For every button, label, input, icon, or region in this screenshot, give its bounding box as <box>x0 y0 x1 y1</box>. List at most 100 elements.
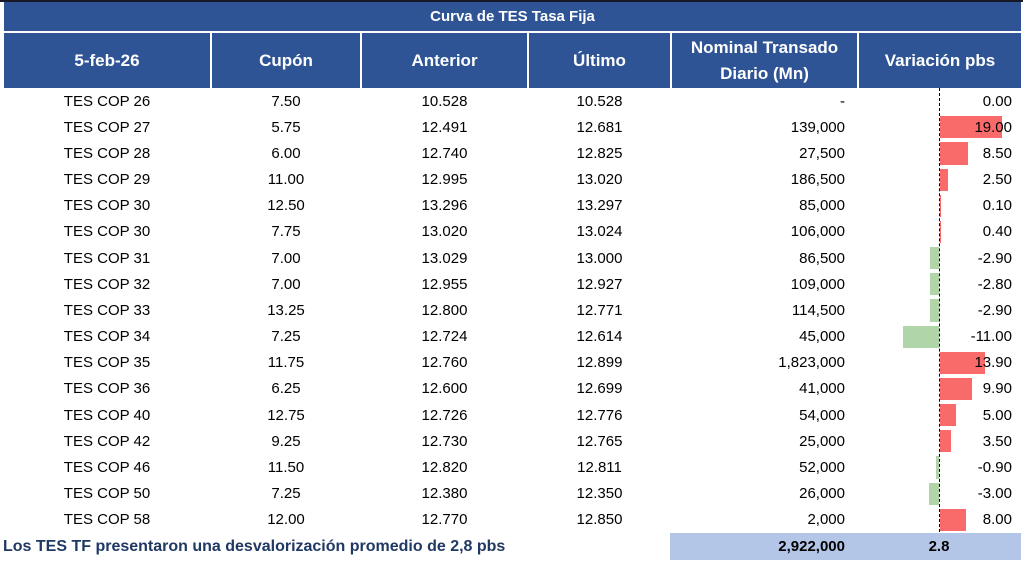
ultimo-cell: 13.024 <box>576 223 623 241</box>
anterior-cell: 13.296 <box>421 197 468 215</box>
nominal-cell: 109,000 <box>790 275 845 293</box>
anterior-cell: 10.528 <box>421 92 468 110</box>
anterior-cell: 12.726 <box>421 406 468 424</box>
bond-name-cell: TES COP 58 <box>63 511 151 529</box>
variation-bar <box>940 377 972 401</box>
bond-name-cell: TES COP 46 <box>63 458 151 476</box>
anterior-cell: 12.380 <box>421 485 468 503</box>
bond-name-cell: TES COP 36 <box>63 380 151 398</box>
bond-name-cell: TES COP 40 <box>63 406 151 424</box>
anterior-cell: 12.995 <box>421 171 468 189</box>
variacion-cell: 2.50 <box>982 171 1012 189</box>
variation-bar <box>940 168 948 191</box>
ultimo-cell: 12.850 <box>576 511 623 529</box>
variation-bar <box>929 482 939 505</box>
summary-note: Los TES TF presentaron una desvalorizaci… <box>3 537 506 555</box>
ultimo-cell: 13.297 <box>576 197 623 215</box>
variacion-cell: 0.00 <box>982 92 1012 110</box>
header-cell-cupon: Cupón <box>212 33 360 88</box>
cupon-cell: 12.50 <box>267 197 305 215</box>
variacion-cell: 9.90 <box>982 380 1012 398</box>
bond-name-cell: TES COP 34 <box>63 328 151 346</box>
variation-bar <box>903 325 939 348</box>
nominal-cell: 26,000 <box>799 485 845 503</box>
variacion-cell: 0.40 <box>982 223 1012 241</box>
variation-bar <box>930 299 939 322</box>
cupon-cell: 5.75 <box>271 118 301 136</box>
table-row: TES COP 58 12.00 12.770 12.850 2,000 8.0… <box>4 507 1021 533</box>
variation-bar <box>940 220 941 244</box>
table-row: TES COP 34 7.25 12.724 12.614 45,000 -11… <box>4 324 1021 350</box>
ultimo-cell: 12.765 <box>576 432 623 450</box>
table-row: TES COP 26 7.50 10.528 10.528 - 0.00 <box>4 88 1021 114</box>
anterior-cell: 12.955 <box>421 275 468 293</box>
anterior-cell: 13.020 <box>421 223 468 241</box>
variacion-cell: -0.90 <box>977 458 1012 476</box>
variacion-cell: 19.00 <box>974 118 1012 136</box>
header-cell-anterior: Anterior <box>362 33 527 88</box>
ultimo-cell: 12.776 <box>576 406 623 424</box>
nominal-cell: 86,500 <box>799 249 845 267</box>
variation-bar <box>940 404 956 427</box>
bond-name-cell: TES COP 31 <box>63 249 151 267</box>
variation-bar <box>940 351 985 374</box>
table-footer-row: Los TES TF presentaron una desvalorizaci… <box>0 533 1023 560</box>
ultimo-cell: 12.811 <box>577 458 622 476</box>
table-row: TES COP 33 13.25 12.800 12.771 114,500 -… <box>4 297 1021 323</box>
cupon-cell: 12.75 <box>267 406 305 424</box>
table-row: TES COP 50 7.25 12.380 12.350 26,000 -3.… <box>4 481 1021 507</box>
table-body: TES COP 26 7.50 10.528 10.528 - 0.00 TES… <box>4 88 1021 533</box>
bond-name-cell: TES COP 28 <box>63 144 151 162</box>
nominal-cell: 25,000 <box>799 432 845 450</box>
table-row: TES COP 30 7.75 13.020 13.024 106,000 0.… <box>4 219 1021 245</box>
anterior-cell: 12.760 <box>421 354 468 372</box>
table-row: TES COP 35 11.75 12.760 12.899 1,823,000… <box>4 350 1021 376</box>
nominal-cell: 54,000 <box>799 406 845 424</box>
variacion-cell: -2.80 <box>977 275 1012 293</box>
table-row: TES COP 40 12.75 12.726 12.776 54,000 5.… <box>4 402 1021 428</box>
cupon-cell: 7.00 <box>271 275 301 293</box>
ultimo-cell: 12.681 <box>576 118 623 136</box>
nominal-cell: 52,000 <box>799 458 845 476</box>
ultimo-cell: 12.699 <box>576 380 623 398</box>
variacion-cell: -2.90 <box>977 301 1012 319</box>
cupon-cell: 7.25 <box>271 485 301 503</box>
cupon-cell: 11.50 <box>267 458 305 476</box>
anterior-cell: 12.724 <box>421 328 468 346</box>
variacion-cell: 8.00 <box>982 511 1012 529</box>
variacion-cell: 5.00 <box>982 406 1012 424</box>
anterior-cell: 12.730 <box>421 432 468 450</box>
nominal-cell: 139,000 <box>790 118 845 136</box>
ultimo-cell: 12.771 <box>576 301 623 319</box>
bond-name-cell: TES COP 30 <box>63 223 151 241</box>
bond-name-cell: TES COP 29 <box>63 171 151 189</box>
totals-band: 2,922,000 2.8 <box>670 533 1021 560</box>
nominal-cell: 2,000 <box>807 511 845 529</box>
table-row: TES COP 46 11.50 12.820 12.811 52,000 -0… <box>4 454 1021 480</box>
bond-name-cell: TES COP 33 <box>63 301 151 319</box>
variacion-cell: 0.10 <box>982 197 1012 215</box>
anterior-cell: 12.770 <box>421 511 468 529</box>
table-row: TES COP 32 7.00 12.955 12.927 109,000 -2… <box>4 271 1021 297</box>
header-cell-date: 5-feb-26 <box>4 33 210 88</box>
cupon-cell: 7.25 <box>271 328 301 346</box>
bond-name-cell: TES COP 42 <box>63 432 151 450</box>
ultimo-cell: 12.927 <box>576 275 623 293</box>
variacion-cell: -2.90 <box>977 249 1012 267</box>
report-title: Curva de TES Tasa Fija <box>4 2 1021 31</box>
bond-name-cell: TES COP 30 <box>63 197 151 215</box>
table-row: TES COP 42 9.25 12.730 12.765 25,000 3.5… <box>4 428 1021 454</box>
cupon-cell: 11.00 <box>267 171 305 189</box>
anterior-cell: 12.491 <box>421 118 468 136</box>
table-row: TES COP 30 12.50 13.296 13.297 85,000 0.… <box>4 193 1021 219</box>
variation-bar <box>940 508 966 531</box>
nominal-cell: 1,823,000 <box>778 354 845 372</box>
bond-name-cell: TES COP 50 <box>63 485 151 503</box>
variation-zero-axis-line <box>939 88 940 532</box>
bond-name-cell: TES COP 32 <box>63 275 151 293</box>
variation-bar <box>940 142 968 165</box>
bond-name-cell: TES COP 35 <box>63 354 151 372</box>
nominal-cell: 27,500 <box>799 144 845 162</box>
cupon-cell: 6.00 <box>271 144 301 162</box>
